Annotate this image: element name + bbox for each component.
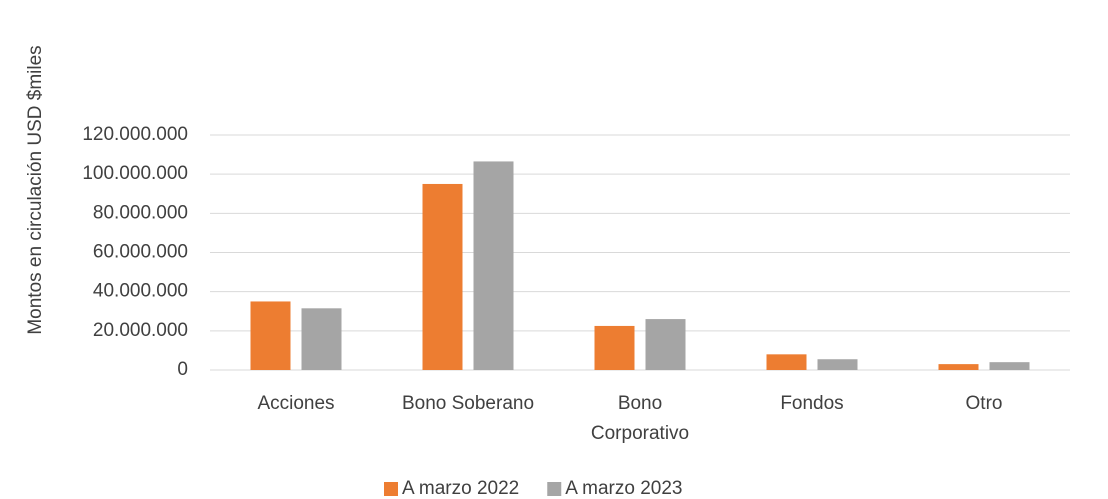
bar	[645, 319, 686, 370]
bar	[766, 354, 807, 370]
x-tick-label: Otro	[966, 393, 1003, 414]
x-tick-label: Bono Corporativo	[591, 393, 689, 444]
y-tick-label: 20.000.000	[93, 320, 188, 341]
legend-swatch	[547, 482, 562, 496]
bar	[301, 308, 342, 370]
y-tick-label: 60.000.000	[93, 242, 188, 263]
bar	[250, 301, 291, 370]
legend-swatch	[384, 482, 398, 496]
y-tick-label: 100.000.000	[82, 163, 188, 184]
x-tick-label: Fondos	[780, 393, 843, 414]
y-axis-label: Montos en circulación USD $miles	[25, 45, 46, 334]
bar	[594, 325, 635, 370]
y-tick-label: 120.000.000	[82, 124, 188, 145]
legend-label: A marzo 2022	[402, 478, 519, 499]
bar	[422, 183, 463, 370]
legend-label: A marzo 2023	[565, 478, 682, 499]
x-tick-label: Bono Soberano	[402, 393, 534, 414]
x-tick-label: Acciones	[257, 393, 334, 414]
bar	[989, 362, 1030, 370]
y-tick-label: 80.000.000	[93, 202, 188, 223]
y-tick-label: 0	[177, 359, 188, 380]
bar	[817, 359, 858, 370]
bar	[473, 161, 514, 370]
y-tick-label: 40.000.000	[93, 281, 188, 302]
bar	[938, 364, 979, 370]
